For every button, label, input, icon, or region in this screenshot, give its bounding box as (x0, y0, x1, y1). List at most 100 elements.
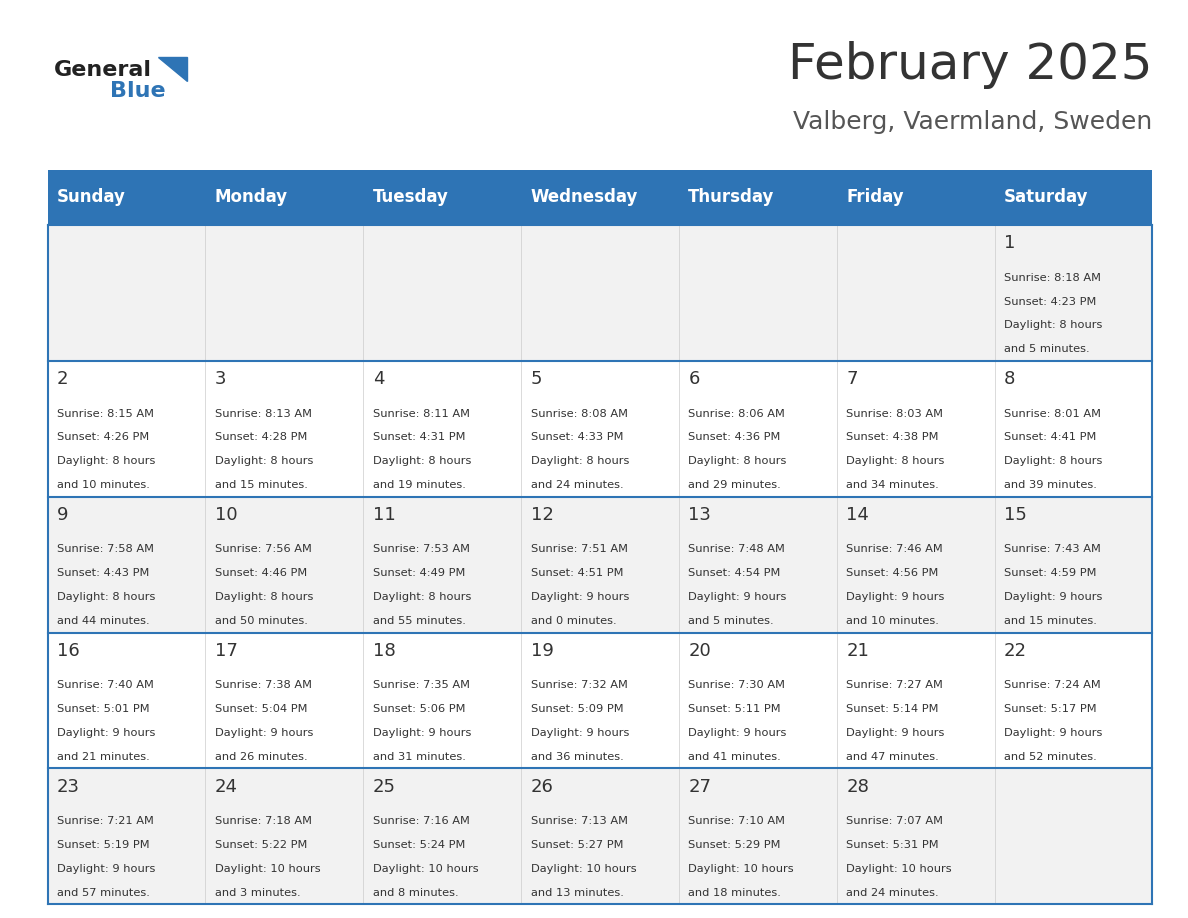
FancyBboxPatch shape (48, 633, 1152, 768)
Text: Sunrise: 7:43 AM: Sunrise: 7:43 AM (1004, 544, 1101, 554)
Text: 2: 2 (57, 370, 69, 388)
Text: 4: 4 (373, 370, 384, 388)
Text: Sunrise: 8:03 AM: Sunrise: 8:03 AM (846, 409, 943, 419)
Text: Daylight: 9 hours: Daylight: 9 hours (57, 728, 156, 738)
Text: Sunset: 4:54 PM: Sunset: 4:54 PM (688, 568, 781, 578)
Text: and 26 minutes.: and 26 minutes. (215, 752, 308, 762)
Text: and 44 minutes.: and 44 minutes. (57, 616, 150, 626)
Text: Sunset: 4:49 PM: Sunset: 4:49 PM (373, 568, 465, 578)
Text: Sunset: 5:01 PM: Sunset: 5:01 PM (57, 704, 150, 714)
Text: Sunrise: 8:01 AM: Sunrise: 8:01 AM (1004, 409, 1101, 419)
Text: 5: 5 (531, 370, 542, 388)
Text: Daylight: 8 hours: Daylight: 8 hours (373, 456, 472, 466)
Text: Sunset: 4:31 PM: Sunset: 4:31 PM (373, 432, 466, 442)
Text: 14: 14 (846, 506, 870, 524)
Text: Blue: Blue (110, 81, 166, 101)
Text: Sunrise: 8:15 AM: Sunrise: 8:15 AM (57, 409, 154, 419)
Text: 15: 15 (1004, 506, 1026, 524)
Text: Sunset: 4:33 PM: Sunset: 4:33 PM (531, 432, 623, 442)
Text: Daylight: 8 hours: Daylight: 8 hours (373, 592, 472, 602)
Text: Sunset: 4:28 PM: Sunset: 4:28 PM (215, 432, 308, 442)
Text: Sunrise: 7:32 AM: Sunrise: 7:32 AM (531, 680, 627, 690)
Text: Sunset: 5:09 PM: Sunset: 5:09 PM (531, 704, 624, 714)
Text: Daylight: 9 hours: Daylight: 9 hours (373, 728, 472, 738)
Text: 10: 10 (215, 506, 238, 524)
FancyBboxPatch shape (48, 225, 1152, 361)
Text: Sunrise: 7:27 AM: Sunrise: 7:27 AM (846, 680, 943, 690)
Text: and 18 minutes.: and 18 minutes. (688, 888, 782, 898)
Text: and 55 minutes.: and 55 minutes. (373, 616, 466, 626)
Text: Daylight: 8 hours: Daylight: 8 hours (688, 456, 786, 466)
Text: Sunset: 5:29 PM: Sunset: 5:29 PM (688, 840, 781, 850)
Text: Sunset: 5:06 PM: Sunset: 5:06 PM (373, 704, 466, 714)
Text: Daylight: 8 hours: Daylight: 8 hours (215, 592, 314, 602)
Text: and 29 minutes.: and 29 minutes. (688, 480, 782, 490)
Text: Daylight: 9 hours: Daylight: 9 hours (215, 728, 314, 738)
Text: and 10 minutes.: and 10 minutes. (57, 480, 150, 490)
Text: and 8 minutes.: and 8 minutes. (373, 888, 459, 898)
Text: and 21 minutes.: and 21 minutes. (57, 752, 150, 762)
Text: Daylight: 9 hours: Daylight: 9 hours (846, 592, 944, 602)
Text: 24: 24 (215, 778, 238, 796)
Text: Sunrise: 7:21 AM: Sunrise: 7:21 AM (57, 816, 154, 826)
Text: 17: 17 (215, 642, 238, 660)
Text: and 3 minutes.: and 3 minutes. (215, 888, 301, 898)
Text: Daylight: 9 hours: Daylight: 9 hours (846, 728, 944, 738)
Text: and 52 minutes.: and 52 minutes. (1004, 752, 1097, 762)
Text: and 10 minutes.: and 10 minutes. (846, 616, 939, 626)
Text: and 47 minutes.: and 47 minutes. (846, 752, 939, 762)
Text: 25: 25 (373, 778, 396, 796)
Text: and 5 minutes.: and 5 minutes. (688, 616, 775, 626)
Text: Sunrise: 7:56 AM: Sunrise: 7:56 AM (215, 544, 311, 554)
Text: Daylight: 9 hours: Daylight: 9 hours (688, 728, 786, 738)
Text: Daylight: 9 hours: Daylight: 9 hours (531, 592, 628, 602)
Text: Sunset: 4:23 PM: Sunset: 4:23 PM (1004, 297, 1097, 307)
Text: Daylight: 8 hours: Daylight: 8 hours (846, 456, 944, 466)
Text: Sunset: 5:31 PM: Sunset: 5:31 PM (846, 840, 939, 850)
Text: 27: 27 (688, 778, 712, 796)
Text: and 19 minutes.: and 19 minutes. (373, 480, 466, 490)
Text: Sunset: 4:41 PM: Sunset: 4:41 PM (1004, 432, 1097, 442)
Text: 7: 7 (846, 370, 858, 388)
Text: 26: 26 (531, 778, 554, 796)
Text: Sunrise: 8:08 AM: Sunrise: 8:08 AM (531, 409, 627, 419)
Text: Sunrise: 8:06 AM: Sunrise: 8:06 AM (688, 409, 785, 419)
FancyBboxPatch shape (48, 497, 1152, 633)
Text: Sunset: 5:14 PM: Sunset: 5:14 PM (846, 704, 939, 714)
Text: February 2025: February 2025 (788, 41, 1152, 89)
Text: 9: 9 (57, 506, 69, 524)
Text: 19: 19 (531, 642, 554, 660)
Text: Sunset: 5:24 PM: Sunset: 5:24 PM (373, 840, 465, 850)
Text: 23: 23 (57, 778, 80, 796)
Text: Sunday: Sunday (57, 188, 126, 207)
Text: Daylight: 8 hours: Daylight: 8 hours (57, 592, 156, 602)
Text: 6: 6 (688, 370, 700, 388)
Text: and 34 minutes.: and 34 minutes. (846, 480, 939, 490)
Text: Sunset: 4:38 PM: Sunset: 4:38 PM (846, 432, 939, 442)
Text: General: General (53, 60, 151, 80)
Text: Valberg, Vaermland, Sweden: Valberg, Vaermland, Sweden (794, 110, 1152, 134)
Text: Sunrise: 7:48 AM: Sunrise: 7:48 AM (688, 544, 785, 554)
Text: and 24 minutes.: and 24 minutes. (846, 888, 939, 898)
Text: 28: 28 (846, 778, 870, 796)
Text: Sunset: 4:36 PM: Sunset: 4:36 PM (688, 432, 781, 442)
Text: 22: 22 (1004, 642, 1028, 660)
Text: Sunrise: 7:24 AM: Sunrise: 7:24 AM (1004, 680, 1101, 690)
Text: Sunrise: 7:40 AM: Sunrise: 7:40 AM (57, 680, 154, 690)
Text: 18: 18 (373, 642, 396, 660)
FancyBboxPatch shape (48, 170, 1152, 225)
Text: Sunset: 4:43 PM: Sunset: 4:43 PM (57, 568, 150, 578)
Text: Sunrise: 7:46 AM: Sunrise: 7:46 AM (846, 544, 943, 554)
Text: Saturday: Saturday (1004, 188, 1088, 207)
Text: and 24 minutes.: and 24 minutes. (531, 480, 624, 490)
Text: Sunrise: 7:38 AM: Sunrise: 7:38 AM (215, 680, 312, 690)
Text: Daylight: 8 hours: Daylight: 8 hours (1004, 456, 1102, 466)
Text: Sunset: 4:26 PM: Sunset: 4:26 PM (57, 432, 150, 442)
Text: Wednesday: Wednesday (531, 188, 638, 207)
Text: Sunset: 4:59 PM: Sunset: 4:59 PM (1004, 568, 1097, 578)
Text: Sunset: 4:56 PM: Sunset: 4:56 PM (846, 568, 939, 578)
Text: Daylight: 10 hours: Daylight: 10 hours (846, 864, 952, 874)
Text: and 36 minutes.: and 36 minutes. (531, 752, 624, 762)
Text: Sunset: 5:27 PM: Sunset: 5:27 PM (531, 840, 623, 850)
Text: and 5 minutes.: and 5 minutes. (1004, 344, 1089, 354)
